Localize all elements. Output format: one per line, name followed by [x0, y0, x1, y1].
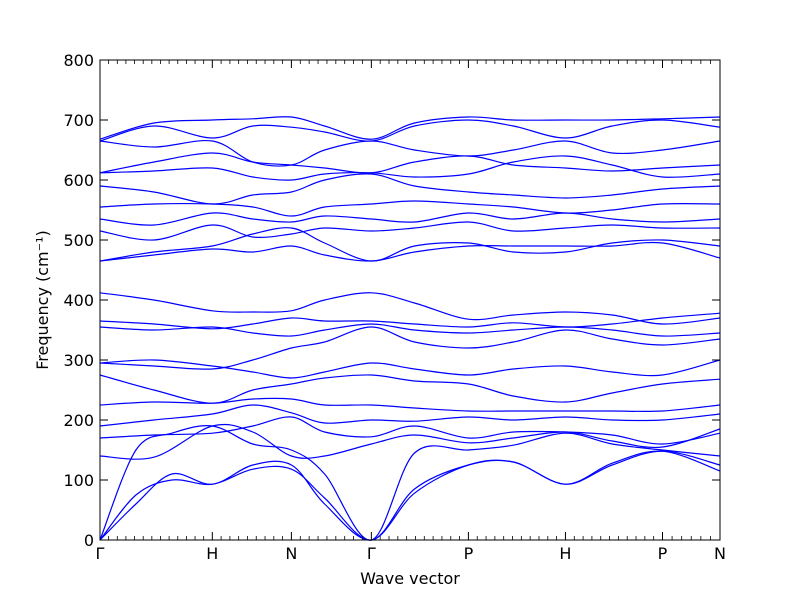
band-line-10 [99, 326, 721, 370]
y-tick-label: 800 [63, 51, 94, 70]
y-tick-label: 100 [63, 471, 94, 490]
band-line-19 [99, 173, 721, 205]
y-tick-label: 600 [63, 171, 94, 190]
band-line-22 [99, 139, 721, 167]
y-tick-label: 300 [63, 351, 94, 370]
x-tick-label: Γ [367, 544, 376, 563]
band-line-23 [99, 119, 721, 142]
plot-frame [99, 59, 721, 541]
band-line-24 [99, 116, 721, 140]
band-line-12 [99, 312, 721, 330]
band-line-4 [99, 423, 721, 460]
band-line-20 [99, 155, 721, 181]
band-line-15 [99, 227, 721, 262]
band-line-21 [99, 152, 721, 174]
y-tick-label: 700 [63, 111, 94, 130]
y-axis-label: Frequency (cm⁻¹) [33, 230, 52, 369]
minor-ticks [108, 60, 711, 540]
x-tick-label: N [714, 544, 726, 563]
band-line-8 [99, 374, 721, 404]
band-line-14 [99, 241, 721, 262]
band-line-9 [99, 359, 721, 379]
x-tick-label: H [206, 544, 218, 563]
y-axis-ticks: 0 100 200 300 400 500 600 700 800 [63, 51, 720, 550]
band-line-11 [99, 323, 721, 337]
band-line-17 [99, 212, 721, 226]
x-tick-label: P [464, 544, 474, 563]
x-tick-label: H [559, 544, 571, 563]
y-tick-label: 0 [84, 531, 94, 550]
y-tick-label: 200 [63, 411, 94, 430]
y-tick-label: 400 [63, 291, 94, 310]
band-line-6 [99, 404, 721, 427]
band-lines [99, 116, 721, 541]
x-tick-label: N [285, 544, 297, 563]
band-line-16 [99, 221, 721, 241]
y-tick-label: 500 [63, 231, 94, 250]
band-line-13 [99, 292, 721, 325]
band-line-5 [99, 416, 721, 445]
x-tick-label: Γ [96, 544, 105, 563]
x-axis-label: Wave vector [360, 569, 460, 588]
x-tick-label: P [658, 544, 668, 563]
